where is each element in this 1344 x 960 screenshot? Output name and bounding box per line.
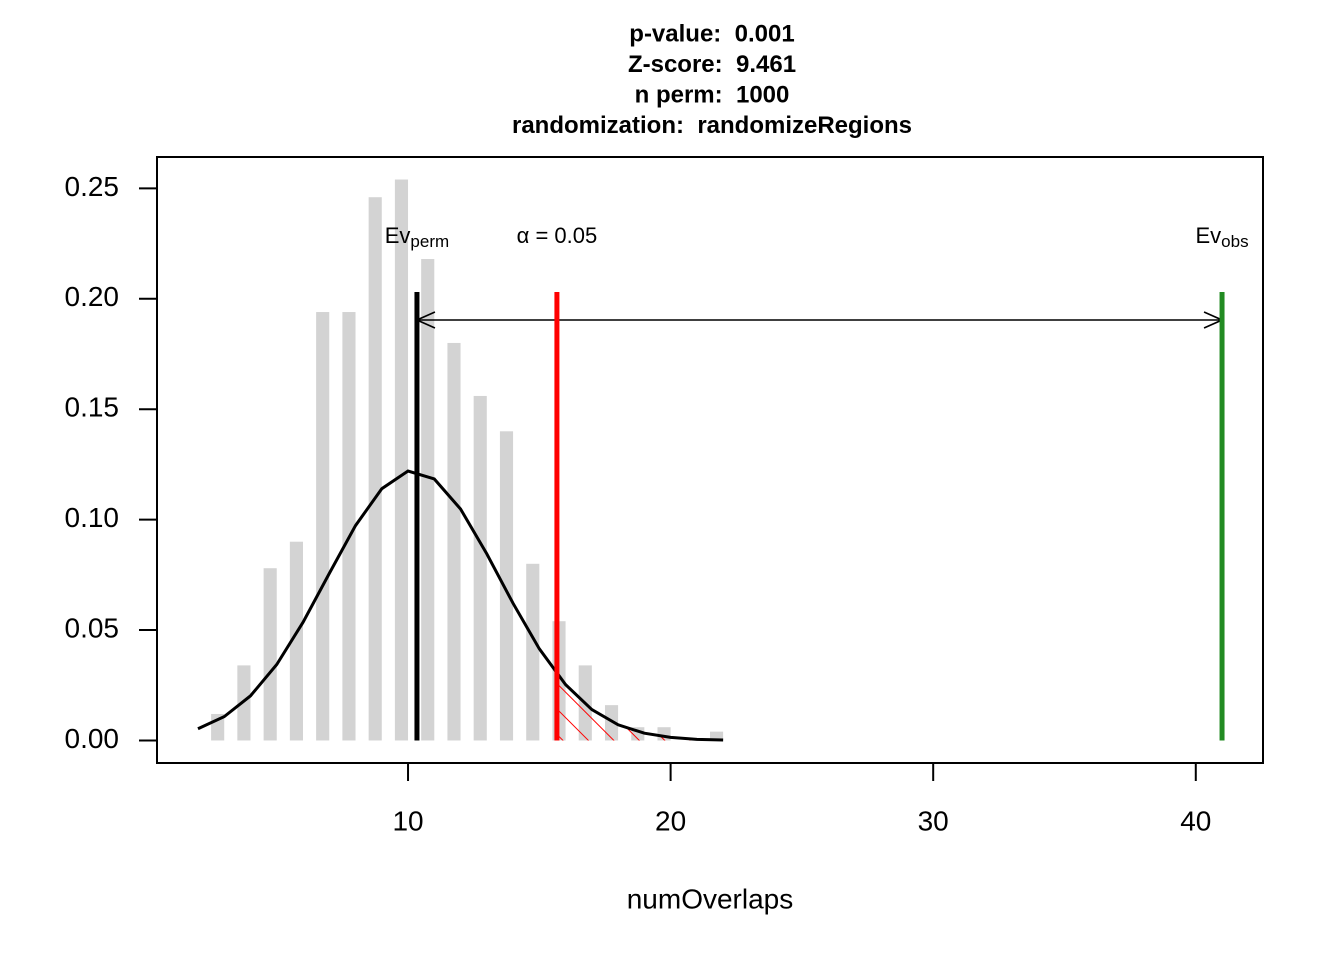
bar xyxy=(289,541,303,741)
marker-label-main: α = 0.05 xyxy=(517,223,598,248)
marker-label-main: Ev xyxy=(1195,223,1221,248)
y-tick-label: 0.10 xyxy=(65,502,120,533)
chart-title: p-value: 0.001 xyxy=(629,20,794,47)
bar xyxy=(394,179,409,741)
density-curve xyxy=(197,469,724,742)
bar xyxy=(710,731,724,741)
chart-title: n perm: 1000 xyxy=(635,81,790,108)
chart-title: Z-score: 9.461 xyxy=(628,51,796,78)
marker-label: Evperm xyxy=(385,223,449,252)
y-tick-label: 0.25 xyxy=(65,171,120,202)
x-tick-label: 10 xyxy=(392,805,423,836)
bar xyxy=(526,563,540,741)
bar xyxy=(473,395,487,741)
y-tick-label: 0.05 xyxy=(65,612,120,643)
x-tick-label: 30 xyxy=(918,805,949,836)
bar xyxy=(316,312,330,741)
x-tick-label: 20 xyxy=(655,805,686,836)
x-tick-label: 40 xyxy=(1180,805,1211,836)
plot-frame xyxy=(156,156,1264,764)
marker-label-main: Ev xyxy=(385,223,411,248)
bar xyxy=(368,197,382,741)
chart-title: randomization: randomizeRegions xyxy=(512,112,912,139)
bar xyxy=(447,342,461,741)
y-tick-label: 0.00 xyxy=(65,723,120,754)
marker-label-sub: obs xyxy=(1221,232,1248,251)
x-axis-label: numOverlaps xyxy=(627,883,794,914)
bar xyxy=(499,431,514,741)
y-tick-label: 0.15 xyxy=(65,392,120,423)
bar xyxy=(263,568,277,741)
y-tick-label: 0.20 xyxy=(65,281,120,312)
bar xyxy=(421,259,435,741)
tail-hatch xyxy=(556,672,724,741)
bar xyxy=(342,312,356,741)
marker-label: α = 0.05 xyxy=(517,223,598,248)
marker-label-sub: perm xyxy=(410,232,449,251)
marker-label: Evobs xyxy=(1195,223,1248,252)
